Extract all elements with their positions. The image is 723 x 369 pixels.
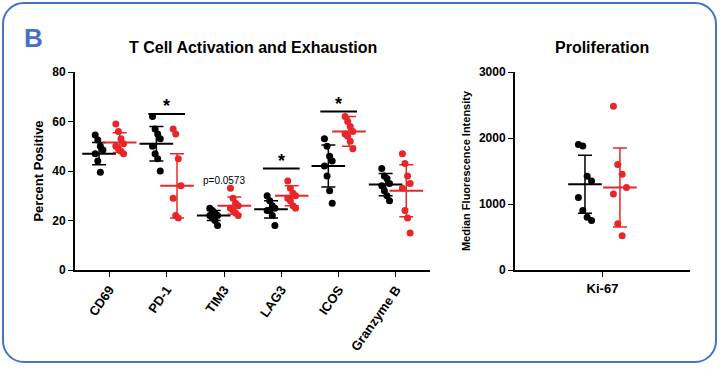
svg-text:ICOS: ICOS — [316, 283, 347, 318]
svg-text:0: 0 — [499, 263, 506, 277]
svg-text:Median Fluorescence Intensity: Median Fluorescence Intensity — [460, 90, 472, 251]
svg-text:3000: 3000 — [479, 65, 506, 79]
svg-text:60: 60 — [52, 115, 66, 129]
svg-text:20: 20 — [52, 214, 66, 228]
svg-text:TIM3: TIM3 — [203, 283, 232, 316]
svg-text:1000: 1000 — [479, 197, 506, 211]
svg-text:2000: 2000 — [479, 131, 506, 145]
svg-text:*: * — [163, 96, 170, 116]
svg-text:0: 0 — [59, 263, 66, 277]
svg-text:80: 80 — [52, 65, 66, 79]
svg-text:40: 40 — [52, 164, 66, 178]
svg-text:p=0.0573: p=0.0573 — [203, 175, 245, 186]
svg-text:Ki-67: Ki-67 — [587, 281, 619, 296]
svg-text:*: * — [335, 94, 342, 114]
svg-text:Proliferation: Proliferation — [555, 39, 649, 56]
svg-text:PD-1: PD-1 — [145, 283, 174, 316]
svg-text:Percent Positive: Percent Positive — [31, 120, 46, 221]
svg-text:LAG3: LAG3 — [257, 283, 289, 320]
svg-text:Granzyme B: Granzyme B — [348, 283, 404, 354]
svg-text:B: B — [24, 23, 43, 53]
svg-text:CD69: CD69 — [86, 283, 117, 319]
svg-text:T Cell Activation and Exhausti: T Cell Activation and Exhaustion — [129, 39, 377, 56]
svg-text:*: * — [278, 151, 285, 171]
